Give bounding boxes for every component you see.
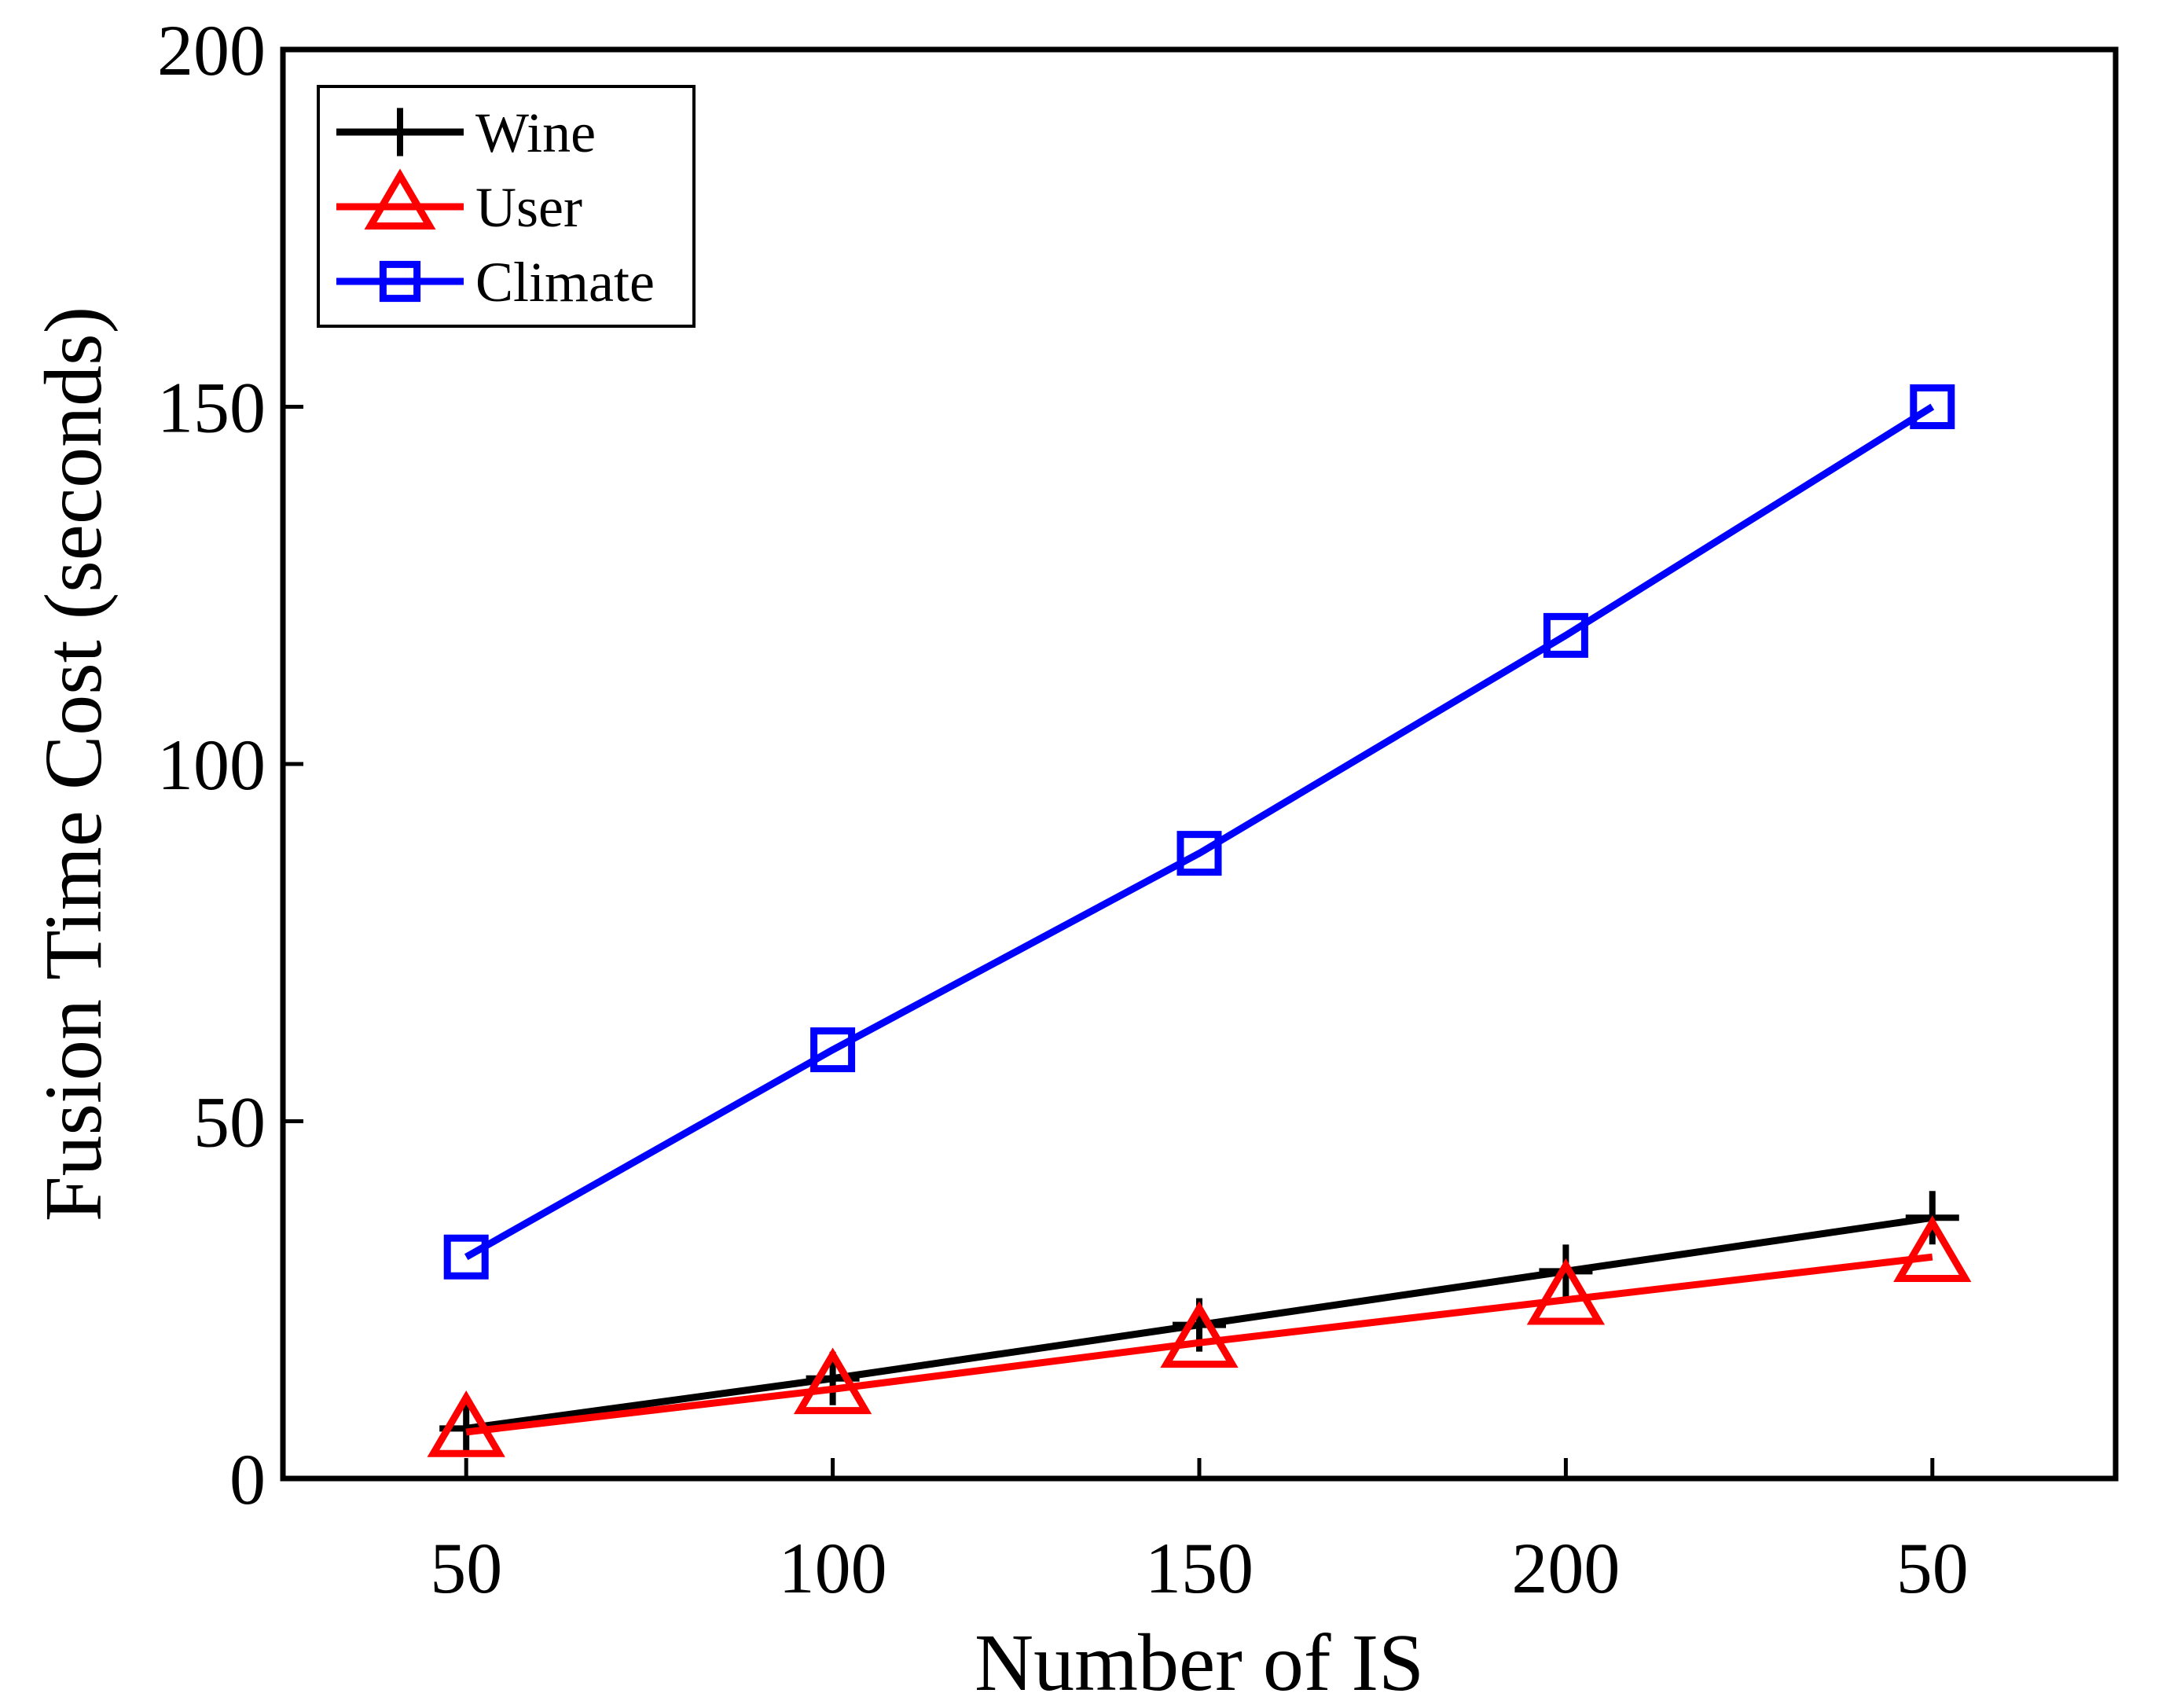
legend-label-user: User: [475, 176, 582, 239]
legend-item-climate: Climate: [336, 251, 655, 314]
data-point-climate-4: [1543, 612, 1588, 658]
data-point-climate-2: [810, 1027, 856, 1073]
legend-marker-climate: [379, 260, 421, 303]
y-axis-title: Fusion Time Cost (seconds): [28, 307, 119, 1221]
series-line-user: [465, 1253, 1933, 1436]
data-point-user-5: [1893, 1215, 1972, 1282]
legend: Wine User Climate: [317, 85, 696, 328]
legend-item-wine: Wine: [336, 101, 596, 164]
series-wine: [439, 1191, 1959, 1456]
legend-marker-wine: [376, 108, 424, 156]
plot-frame: [280, 46, 2119, 1482]
data-point-climate-3: [1176, 831, 1222, 876]
x-axis-title: Number of IS: [975, 1618, 1424, 1708]
x-tick-label: 150: [1145, 1528, 1254, 1608]
legend-label-wine: Wine: [475, 101, 596, 164]
data-point-climate-1: [443, 1234, 489, 1280]
x-tick-label: 50: [1896, 1528, 1969, 1608]
series-user: [427, 1215, 1972, 1457]
series-layer: [427, 384, 1972, 1457]
y-tick-label: 100: [157, 725, 266, 805]
x-tick-label: 200: [1511, 1528, 1620, 1608]
data-point-user-1: [427, 1390, 505, 1457]
legend-label-climate: Climate: [475, 251, 655, 314]
x-tick-label: 100: [779, 1528, 887, 1608]
legend-item-user: User: [336, 168, 582, 239]
x-tick-label: 50: [430, 1528, 502, 1608]
y-axis-ticks: 0 50 100 150 200: [157, 10, 303, 1519]
series-line-climate: [464, 403, 1935, 1261]
y-tick-label: 150: [157, 368, 266, 448]
data-point-climate-5: [1910, 384, 1955, 429]
y-tick-label: 0: [229, 1439, 266, 1519]
data-point-user-2: [793, 1347, 872, 1415]
x-axis-ticks: 50 100 150 200 50: [430, 1458, 1969, 1608]
legend-marker-user: [364, 168, 436, 230]
data-point-user-3: [1160, 1301, 1239, 1368]
y-tick-label: 50: [193, 1082, 266, 1163]
series-climate: [443, 384, 1955, 1280]
y-tick-label: 200: [157, 10, 266, 90]
data-point-user-4: [1526, 1258, 1606, 1325]
